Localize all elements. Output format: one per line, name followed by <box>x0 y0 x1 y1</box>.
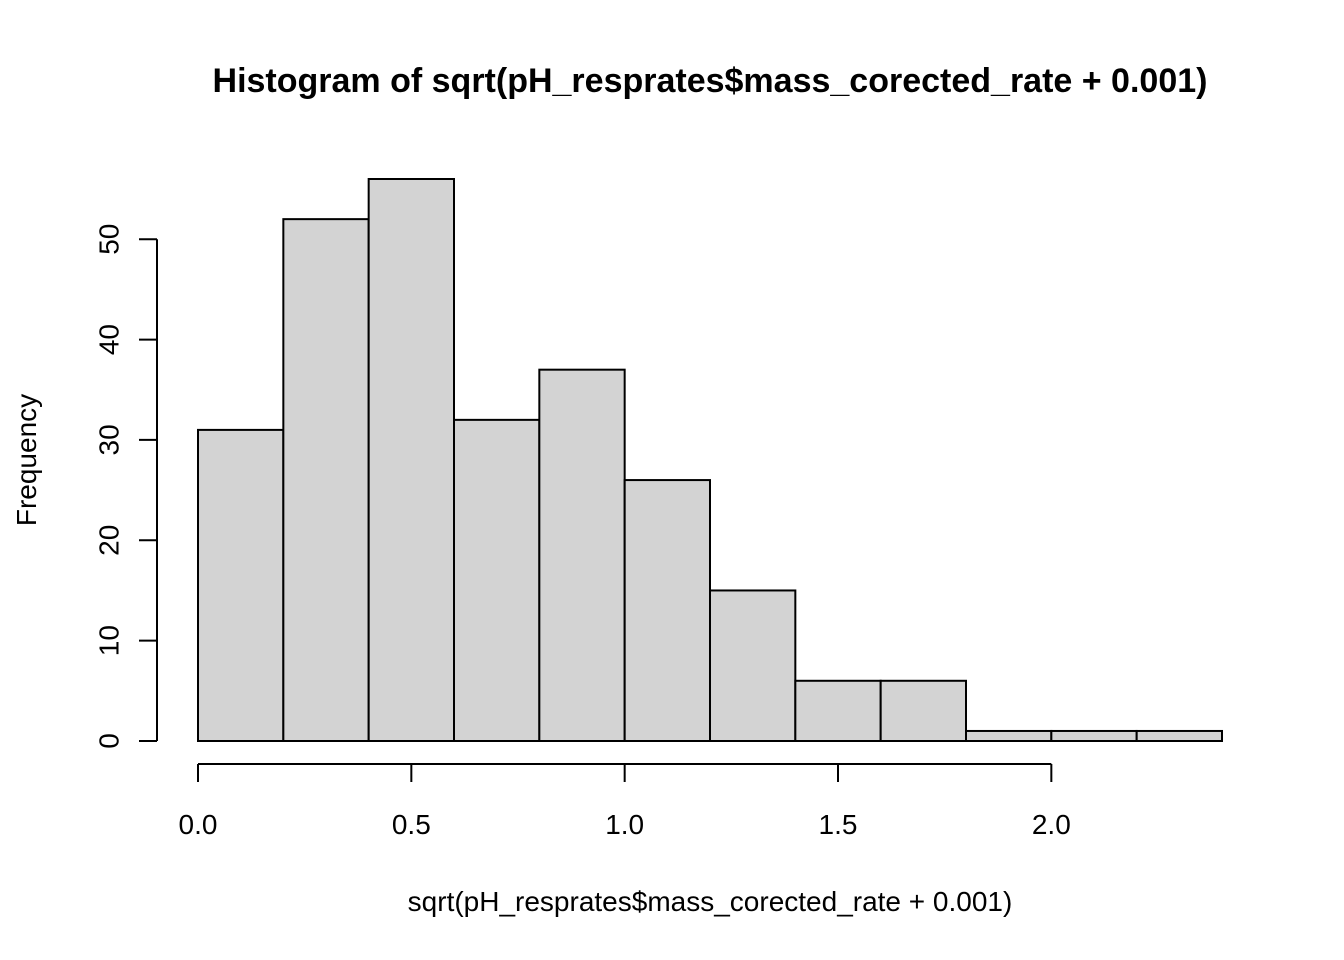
x-tick-label: 1.5 <box>819 809 858 840</box>
y-tick-label: 30 <box>93 424 124 455</box>
y-tick-label: 20 <box>93 525 124 556</box>
histogram-bar <box>453 418 541 742</box>
histogram-bar <box>1050 729 1138 743</box>
x-tick-label: 0.0 <box>179 809 218 840</box>
y-axis-label: Frequency <box>11 394 42 526</box>
bars-group <box>197 178 1223 743</box>
x-tick-label: 1.0 <box>605 809 644 840</box>
chart-title: Histogram of sqrt(pH_resprates$mass_core… <box>213 62 1208 100</box>
y-tick-label: 40 <box>93 324 124 355</box>
histogram-bar <box>879 679 968 742</box>
histogram-bar <box>1135 729 1223 743</box>
y-tick-label: 10 <box>93 625 124 656</box>
histogram-bar <box>794 679 882 742</box>
histogram-bar <box>367 178 455 742</box>
histogram-bar <box>538 368 626 742</box>
histogram-bar <box>282 218 370 742</box>
histogram-bar <box>197 428 285 742</box>
y-tick-label: 0 <box>93 733 124 749</box>
histogram-bar <box>709 589 797 743</box>
x-tick-label: 0.5 <box>392 809 431 840</box>
y-axis: 0 10 20 30 40 50 <box>93 224 158 749</box>
histogram-bar <box>965 729 1053 743</box>
x-axis-label: sqrt(pH_resprates$mass_corected_rate + 0… <box>408 886 1013 917</box>
x-tick-label: 2.0 <box>1032 809 1071 840</box>
x-axis: 0.0 0.5 1.0 1.5 2.0 <box>179 763 1071 840</box>
y-tick-label: 50 <box>93 224 124 255</box>
histogram-bar <box>623 479 712 742</box>
